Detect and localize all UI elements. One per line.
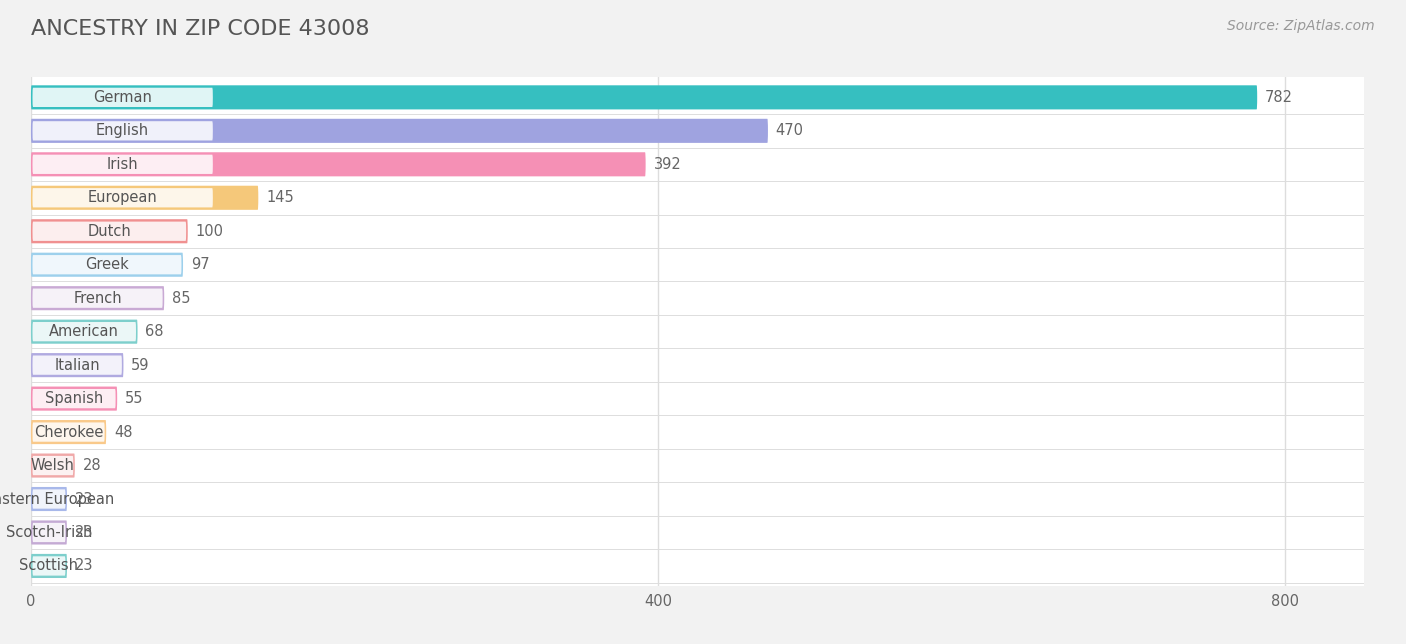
FancyBboxPatch shape [31, 152, 645, 176]
Text: French: French [73, 290, 122, 306]
FancyBboxPatch shape [31, 386, 117, 411]
Text: Irish: Irish [107, 156, 138, 172]
Text: American: American [49, 324, 120, 339]
FancyBboxPatch shape [31, 219, 188, 243]
Text: 97: 97 [191, 257, 209, 272]
FancyBboxPatch shape [31, 554, 67, 578]
FancyBboxPatch shape [32, 88, 212, 107]
Text: 23: 23 [75, 525, 93, 540]
FancyBboxPatch shape [32, 456, 73, 475]
Text: 85: 85 [172, 290, 191, 306]
Text: Cherokee: Cherokee [34, 424, 103, 440]
FancyBboxPatch shape [31, 453, 75, 478]
Text: 100: 100 [195, 223, 224, 239]
FancyBboxPatch shape [32, 222, 186, 241]
FancyBboxPatch shape [32, 489, 66, 509]
FancyBboxPatch shape [32, 422, 104, 442]
Text: Spanish: Spanish [45, 391, 103, 406]
FancyBboxPatch shape [32, 355, 122, 375]
Text: 23: 23 [75, 491, 93, 507]
FancyBboxPatch shape [31, 85, 1257, 109]
Text: 28: 28 [83, 458, 101, 473]
Text: Italian: Italian [55, 357, 100, 373]
Text: 470: 470 [776, 124, 804, 138]
Text: 68: 68 [145, 324, 165, 339]
Text: Welsh: Welsh [31, 458, 75, 473]
Text: Source: ZipAtlas.com: Source: ZipAtlas.com [1227, 19, 1375, 33]
FancyBboxPatch shape [31, 487, 67, 511]
FancyBboxPatch shape [32, 556, 66, 576]
Text: Scottish: Scottish [20, 558, 79, 573]
FancyBboxPatch shape [31, 286, 165, 310]
FancyBboxPatch shape [32, 155, 212, 174]
FancyBboxPatch shape [31, 118, 768, 143]
Text: German: German [93, 90, 152, 105]
FancyBboxPatch shape [31, 420, 107, 444]
Text: 48: 48 [114, 424, 132, 440]
FancyBboxPatch shape [32, 121, 212, 140]
FancyBboxPatch shape [32, 289, 163, 308]
FancyBboxPatch shape [32, 322, 136, 341]
FancyBboxPatch shape [32, 188, 212, 207]
Text: 145: 145 [266, 190, 294, 205]
Text: Greek: Greek [86, 257, 129, 272]
Text: English: English [96, 124, 149, 138]
FancyBboxPatch shape [31, 319, 138, 344]
Text: European: European [87, 190, 157, 205]
Text: Dutch: Dutch [87, 223, 131, 239]
Text: Eastern European: Eastern European [0, 491, 114, 507]
Text: ANCESTRY IN ZIP CODE 43008: ANCESTRY IN ZIP CODE 43008 [31, 19, 370, 39]
Text: 392: 392 [654, 156, 682, 172]
Text: 782: 782 [1265, 90, 1294, 105]
FancyBboxPatch shape [31, 252, 183, 277]
FancyBboxPatch shape [32, 255, 181, 274]
FancyBboxPatch shape [31, 520, 67, 545]
Text: Scotch-Irish: Scotch-Irish [6, 525, 93, 540]
Text: 59: 59 [131, 357, 150, 373]
Text: 23: 23 [75, 558, 93, 573]
FancyBboxPatch shape [31, 353, 124, 377]
FancyBboxPatch shape [31, 185, 259, 210]
FancyBboxPatch shape [32, 523, 66, 542]
Text: 55: 55 [125, 391, 143, 406]
FancyBboxPatch shape [32, 389, 115, 408]
